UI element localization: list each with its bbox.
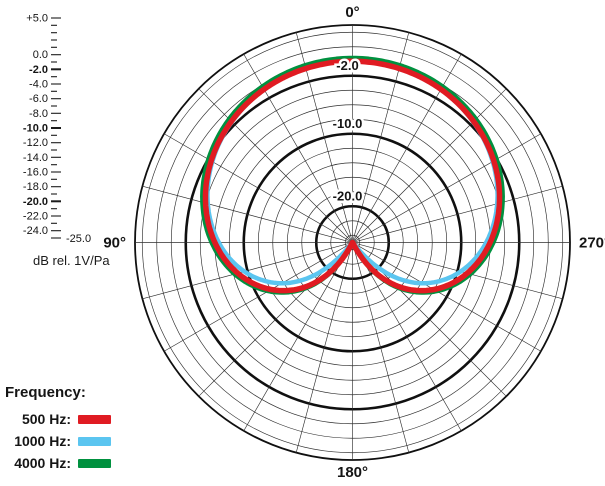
scale-tick-label: -24.0: [23, 225, 48, 237]
scale-tick-label: 0.0: [33, 49, 48, 61]
legend: Frequency: 500 Hz: 1000 Hz: 4000 Hz:: [5, 384, 111, 474]
legend-color-swatch: [78, 458, 111, 468]
db-unit-label: dB rel. 1V/Pa: [33, 253, 110, 268]
legend-item-label: 4000 Hz:: [14, 455, 71, 471]
scale-tick-label: -6.0: [29, 93, 48, 105]
legend-color-swatch: [78, 436, 111, 446]
scale-tick-label: -16.0: [23, 167, 48, 179]
angle-label-270: 270°: [579, 235, 605, 252]
legend-item: 500 Hz:: [5, 408, 111, 430]
legend-color-swatch: [78, 414, 111, 424]
legend-item-label: 1000 Hz:: [14, 433, 71, 449]
scale-center-label: -25.0: [66, 233, 91, 245]
ring-label: -20.0: [333, 188, 363, 203]
legend-rows: 500 Hz: 1000 Hz: 4000 Hz:: [5, 408, 111, 474]
scale-tick-label: -18.0: [23, 181, 48, 193]
scale-tick-label: +5.0: [26, 13, 48, 25]
ring-label: -10.0: [333, 116, 363, 131]
angle-label-180: 180°: [337, 464, 368, 481]
legend-title: Frequency:: [5, 384, 86, 401]
ring-label: -2.0: [336, 58, 358, 73]
scale-tick-label: -10.0: [23, 123, 48, 135]
angle-label-0: 0°: [345, 4, 359, 21]
angle-label-90: 90°: [103, 235, 126, 252]
legend-item-label: 500 Hz:: [21, 411, 71, 427]
series-500-hz: [202, 58, 503, 294]
scale-tick-label: -2.0: [29, 64, 48, 76]
scale-tick-label: -4.0: [29, 79, 48, 91]
legend-item: 4000 Hz:: [5, 452, 111, 474]
scale-tick-label: -14.0: [23, 152, 48, 164]
legend-item: 1000 Hz:: [5, 430, 111, 452]
scale-tick-label: -12.0: [23, 137, 48, 149]
scale-tick-label: -8.0: [29, 108, 48, 120]
scale-tick-label: -22.0: [23, 211, 48, 223]
scale-tick-label: -20.0: [23, 196, 48, 208]
